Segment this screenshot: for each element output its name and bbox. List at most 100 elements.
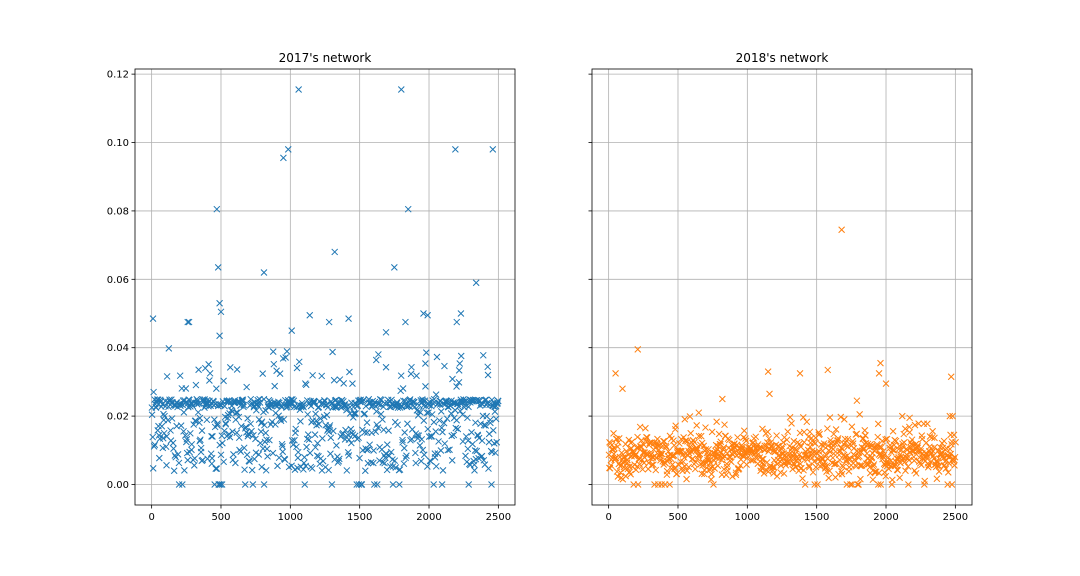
data-point <box>924 420 931 428</box>
data-point <box>221 427 228 435</box>
data-point <box>878 443 885 451</box>
data-point <box>247 420 254 428</box>
data-point <box>456 360 464 367</box>
data-point <box>163 461 170 469</box>
data-point <box>370 481 378 488</box>
data-point <box>691 438 698 446</box>
data-point <box>425 433 433 441</box>
data-point <box>856 411 864 418</box>
data-point <box>333 442 340 449</box>
data-point <box>623 459 631 467</box>
x-tick-label: 1000 <box>735 512 760 523</box>
data-point <box>311 431 319 438</box>
data-point <box>240 401 248 409</box>
data-point <box>900 430 908 438</box>
data-point <box>402 454 409 462</box>
data-point <box>252 435 259 443</box>
data-point <box>799 475 806 482</box>
x-tick-label: 1500 <box>347 512 372 523</box>
data-point <box>695 432 703 440</box>
data-point <box>288 327 296 334</box>
data-point <box>757 445 764 452</box>
data-point <box>226 433 234 441</box>
data-point <box>258 463 266 471</box>
data-point <box>485 438 493 446</box>
data-point <box>786 413 794 421</box>
data-point <box>404 420 411 428</box>
data-point <box>422 360 429 367</box>
data-point <box>874 420 882 428</box>
data-point <box>708 428 716 436</box>
data-point <box>422 349 430 356</box>
data-point <box>280 154 287 162</box>
data-point <box>694 445 701 452</box>
x-tick-label: 2500 <box>486 512 511 523</box>
data-point <box>386 463 394 470</box>
data-point <box>628 438 636 446</box>
data-point <box>759 425 766 433</box>
data-point <box>783 436 791 444</box>
data-point <box>839 463 847 471</box>
data-point <box>280 416 288 423</box>
data-point <box>619 454 627 461</box>
data-point <box>636 461 644 468</box>
data-point <box>784 428 792 436</box>
data-point <box>488 481 495 488</box>
data-point <box>302 381 310 389</box>
data-point <box>700 459 707 467</box>
data-point <box>373 481 381 488</box>
data-point <box>901 458 908 466</box>
data-point <box>837 413 845 421</box>
data-point <box>303 443 310 451</box>
data-point <box>822 451 830 459</box>
data-point <box>462 433 470 440</box>
data-point <box>356 454 363 462</box>
data-point <box>161 412 168 420</box>
data-point <box>162 443 170 451</box>
data-point <box>742 435 749 442</box>
data-point <box>258 418 266 426</box>
data-point <box>904 463 912 470</box>
data-point <box>383 441 391 448</box>
data-point <box>423 409 431 417</box>
data-point <box>372 356 380 364</box>
data-point <box>220 458 228 466</box>
data-point <box>702 424 709 431</box>
data-point <box>906 414 913 422</box>
data-point <box>874 481 882 488</box>
data-point <box>483 401 490 409</box>
data-point <box>205 361 213 368</box>
data-point <box>226 364 234 371</box>
data-point <box>948 481 956 488</box>
data-point <box>870 461 878 468</box>
data-point <box>792 463 800 471</box>
data-point <box>796 429 804 437</box>
data-point <box>471 461 478 469</box>
data-point <box>766 390 773 398</box>
data-point <box>373 408 380 415</box>
data-point <box>710 481 717 488</box>
data-point <box>149 464 157 472</box>
data-point <box>331 248 339 256</box>
data-point <box>922 449 930 457</box>
data-point <box>255 451 263 458</box>
data-point <box>951 453 959 461</box>
data-point <box>779 439 787 446</box>
data-point <box>196 437 204 445</box>
data-point <box>487 419 494 427</box>
data-point <box>176 372 184 380</box>
subplot-1: 0 500 1000 1500 2000 2500 0.00 0.02 0.04 0.06 0.08… <box>107 51 516 523</box>
data-point <box>910 457 918 465</box>
data-point <box>197 444 205 452</box>
data-point <box>194 408 202 416</box>
data-point <box>252 406 260 414</box>
data-point <box>868 442 876 450</box>
y-tick-label: 0.04 <box>107 343 129 354</box>
data-point <box>652 466 660 474</box>
data-point <box>480 421 488 429</box>
data-point <box>947 431 954 439</box>
data-point <box>441 362 448 370</box>
data-point <box>814 481 821 488</box>
data-point <box>853 397 861 405</box>
data-point <box>345 452 353 459</box>
